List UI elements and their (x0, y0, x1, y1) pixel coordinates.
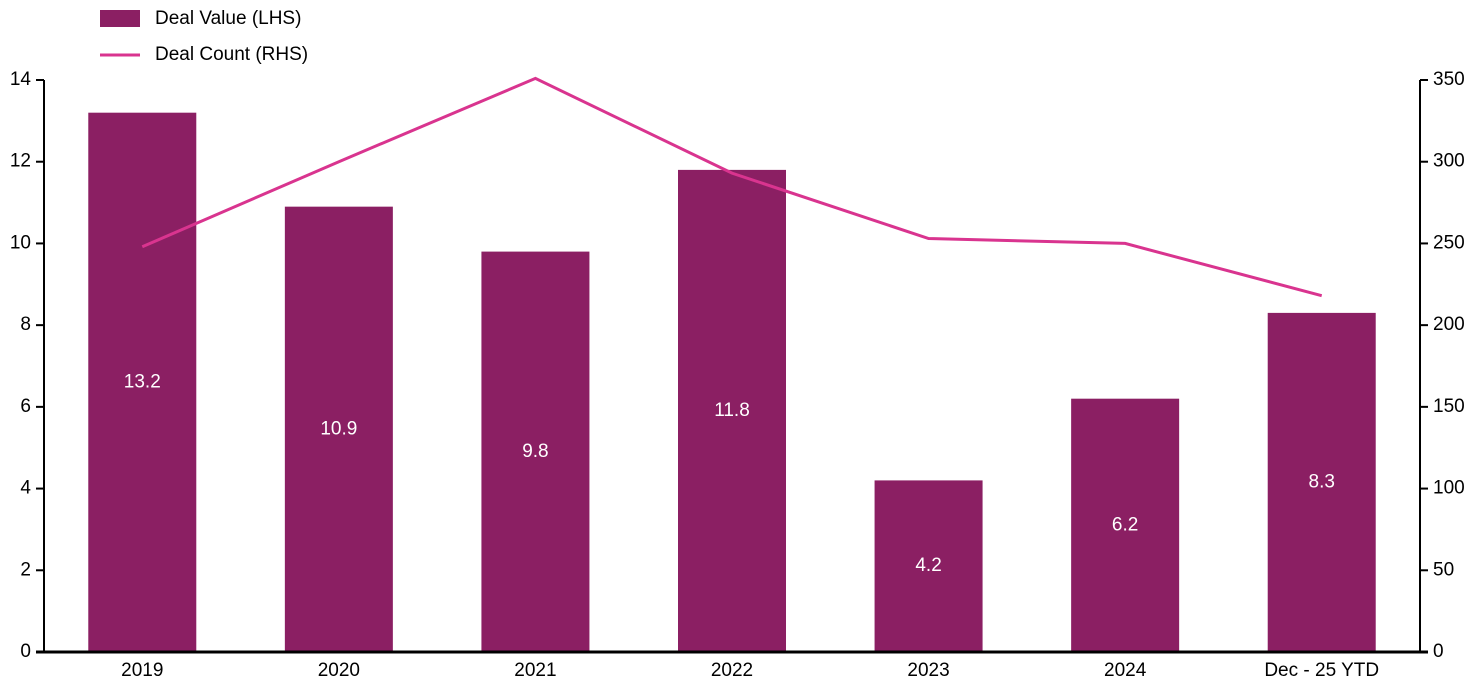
left-tick-label: 2 (20, 559, 31, 580)
bar-deal-value (1267, 312, 1376, 652)
right-tick-label: 300 (1433, 151, 1465, 172)
line-deal-count (141, 76, 1323, 298)
bar-data-label: 9.8 (522, 441, 548, 462)
x-tick-label: 2019 (121, 660, 163, 681)
legend-label-deal-count: Deal Count (RHS) (155, 44, 308, 65)
left-tick-label: 14 (10, 69, 32, 90)
left-tick-label: 8 (20, 314, 31, 335)
bar-data-label: 4.2 (915, 555, 941, 576)
x-tick-label: 2023 (907, 660, 949, 681)
bar-deal-value (678, 169, 786, 652)
x-tick-label: 2021 (514, 660, 556, 681)
bar-deal-value (88, 112, 197, 652)
bar-deal-value (874, 480, 983, 652)
bar-data-label: 8.3 (1309, 471, 1335, 492)
bar-data-label: 6.2 (1112, 514, 1138, 535)
bar-data-label: 13.2 (124, 371, 161, 392)
right-tick-label: 200 (1433, 314, 1465, 335)
left-tick-label: 12 (10, 151, 31, 172)
x-tick-label: 2020 (318, 660, 360, 681)
left-tick-label: 10 (10, 232, 31, 253)
x-tick-label: 2022 (711, 660, 753, 681)
bar-deal-value (284, 206, 393, 652)
right-tick-label: 250 (1433, 232, 1465, 253)
legend-swatch-deal-value (100, 10, 140, 27)
x-tick-label: 2024 (1104, 660, 1147, 681)
right-tick-label: 50 (1433, 559, 1454, 580)
right-tick-label: 150 (1433, 396, 1465, 417)
bar-data-label: 10.9 (320, 418, 357, 439)
left-tick-label: 0 (20, 641, 31, 662)
right-tick-label: 100 (1433, 478, 1465, 499)
right-tick-label: 350 (1433, 69, 1465, 90)
bar-deal-value (481, 251, 590, 652)
left-tick-label: 6 (20, 396, 31, 417)
left-tick-label: 4 (20, 478, 31, 499)
bar-deal-value (1071, 398, 1180, 652)
right-tick-label: 0 (1433, 641, 1444, 662)
x-tick-label: Dec - 25 YTD (1264, 660, 1379, 681)
legend-label-deal-value: Deal Value (LHS) (155, 8, 301, 29)
bar-data-label: 11.8 (714, 400, 750, 421)
